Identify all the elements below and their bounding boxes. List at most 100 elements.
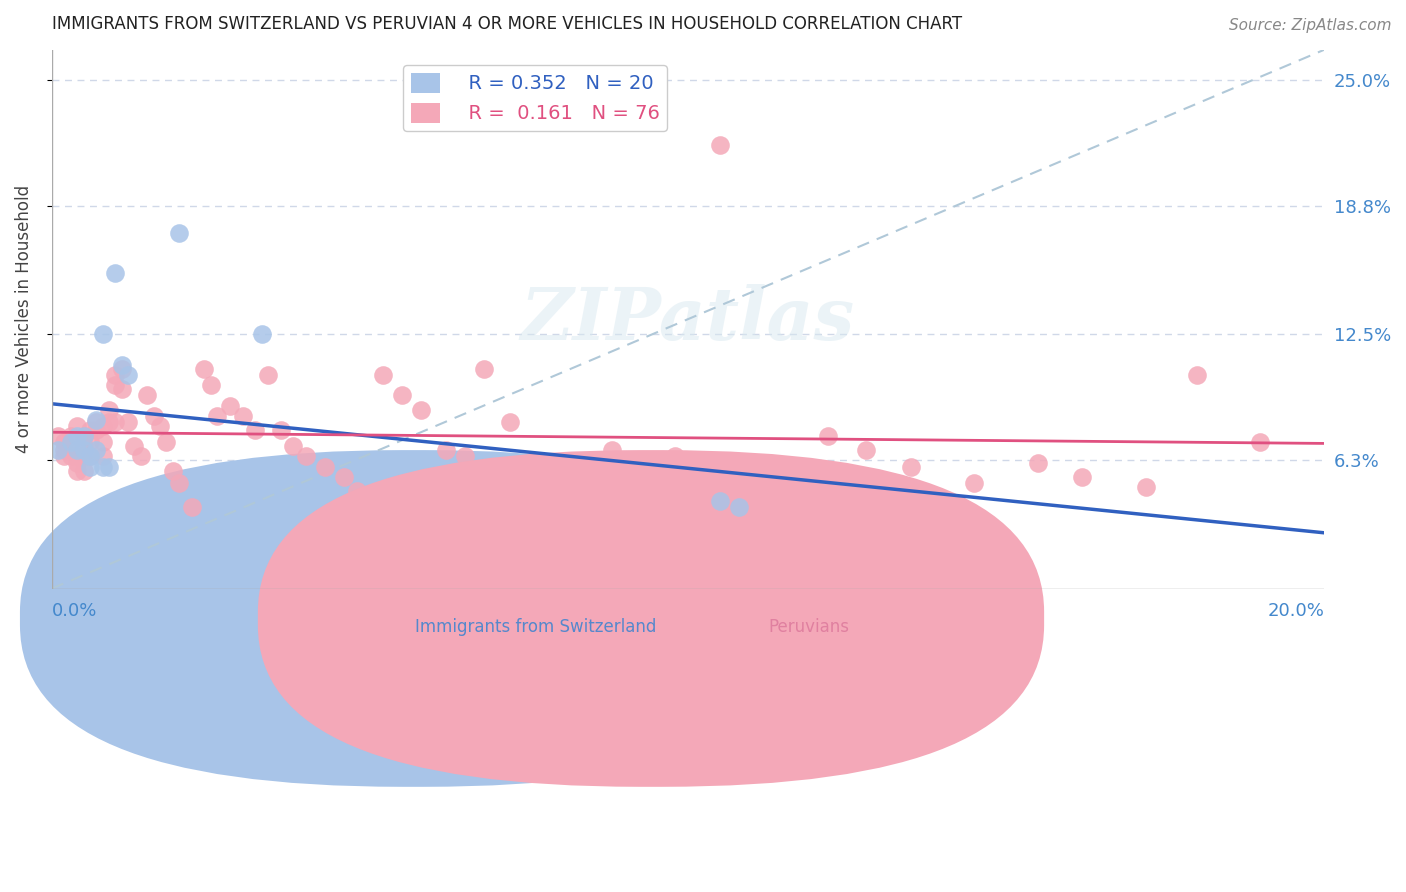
Point bbox=[66, 429, 89, 443]
Point bbox=[409, 402, 432, 417]
Point bbox=[283, 439, 305, 453]
Y-axis label: 4 or more Vehicles in Household: 4 or more Vehicles in Household bbox=[15, 186, 32, 453]
Point bbox=[772, 469, 794, 483]
Legend:   R = 0.352   N = 20,   R =  0.161   N = 76: R = 0.352 N = 20, R = 0.161 N = 76 bbox=[404, 65, 668, 131]
Point bbox=[46, 443, 69, 458]
Point bbox=[727, 500, 749, 515]
FancyBboxPatch shape bbox=[257, 450, 1045, 787]
Point bbox=[257, 368, 280, 383]
Point bbox=[295, 450, 318, 464]
Point bbox=[1071, 469, 1094, 483]
Point bbox=[626, 459, 648, 474]
Point bbox=[66, 456, 89, 470]
Point bbox=[167, 226, 190, 240]
Point bbox=[270, 423, 292, 437]
Point bbox=[72, 429, 94, 443]
Point bbox=[72, 450, 94, 464]
Text: 20.0%: 20.0% bbox=[1267, 602, 1324, 620]
Point bbox=[91, 450, 114, 464]
Point bbox=[855, 443, 877, 458]
Text: 0.0%: 0.0% bbox=[52, 602, 97, 620]
Point bbox=[1249, 435, 1271, 450]
Point bbox=[180, 500, 202, 515]
Point bbox=[91, 327, 114, 342]
Point bbox=[72, 464, 94, 478]
Point bbox=[136, 388, 159, 402]
Point bbox=[200, 378, 222, 392]
Point bbox=[104, 368, 127, 383]
Text: Peruvians: Peruvians bbox=[768, 618, 849, 636]
Point bbox=[72, 443, 94, 458]
Point bbox=[84, 415, 107, 429]
Point bbox=[232, 409, 254, 423]
Point bbox=[72, 439, 94, 453]
Point bbox=[104, 415, 127, 429]
Point bbox=[900, 459, 922, 474]
Point bbox=[391, 388, 413, 402]
Point bbox=[162, 464, 184, 478]
Point bbox=[454, 450, 477, 464]
Text: Source: ZipAtlas.com: Source: ZipAtlas.com bbox=[1229, 18, 1392, 33]
Point bbox=[963, 475, 986, 490]
Point bbox=[111, 382, 134, 396]
Point bbox=[79, 435, 101, 450]
Point bbox=[98, 402, 121, 417]
Point bbox=[84, 423, 107, 437]
Point bbox=[79, 450, 101, 464]
Point bbox=[218, 399, 240, 413]
Point bbox=[245, 423, 267, 437]
Point bbox=[79, 450, 101, 464]
Point bbox=[91, 459, 114, 474]
Point bbox=[53, 435, 76, 450]
Point bbox=[499, 415, 522, 429]
Text: ZIPatlas: ZIPatlas bbox=[520, 284, 855, 355]
Point bbox=[193, 362, 215, 376]
Point bbox=[142, 409, 165, 423]
Point bbox=[434, 443, 457, 458]
Point bbox=[46, 429, 69, 443]
Point bbox=[66, 418, 89, 433]
Point bbox=[66, 464, 89, 478]
Point bbox=[155, 435, 177, 450]
Point bbox=[346, 483, 368, 498]
FancyBboxPatch shape bbox=[20, 450, 806, 787]
Point bbox=[333, 469, 356, 483]
Point bbox=[84, 443, 107, 458]
Point bbox=[84, 413, 107, 427]
Point bbox=[1185, 368, 1208, 383]
Text: Immigrants from Switzerland: Immigrants from Switzerland bbox=[415, 618, 657, 636]
Point bbox=[66, 443, 89, 458]
Point bbox=[124, 439, 146, 453]
Point bbox=[117, 415, 139, 429]
Point bbox=[59, 450, 82, 464]
Point bbox=[371, 368, 394, 383]
Point bbox=[1026, 456, 1049, 470]
Point bbox=[709, 138, 731, 153]
Point bbox=[117, 368, 139, 383]
Point bbox=[250, 327, 273, 342]
Point bbox=[740, 480, 762, 494]
Point bbox=[98, 415, 121, 429]
Point bbox=[53, 450, 76, 464]
Point bbox=[111, 362, 134, 376]
Point bbox=[91, 418, 114, 433]
Point bbox=[104, 267, 127, 281]
Point bbox=[709, 494, 731, 508]
Point bbox=[59, 443, 82, 458]
Point bbox=[79, 459, 101, 474]
Point bbox=[550, 531, 572, 545]
Point bbox=[314, 459, 336, 474]
Point bbox=[111, 358, 134, 372]
Point bbox=[600, 443, 623, 458]
Point bbox=[1135, 480, 1157, 494]
Point bbox=[59, 429, 82, 443]
Point bbox=[66, 450, 89, 464]
Point bbox=[817, 429, 839, 443]
Point bbox=[91, 435, 114, 450]
Point bbox=[104, 378, 127, 392]
Point bbox=[664, 450, 686, 464]
Point bbox=[129, 450, 152, 464]
Point bbox=[72, 429, 94, 443]
Text: IMMIGRANTS FROM SWITZERLAND VS PERUVIAN 4 OR MORE VEHICLES IN HOUSEHOLD CORRELAT: IMMIGRANTS FROM SWITZERLAND VS PERUVIAN … bbox=[52, 15, 962, 33]
Point bbox=[79, 423, 101, 437]
